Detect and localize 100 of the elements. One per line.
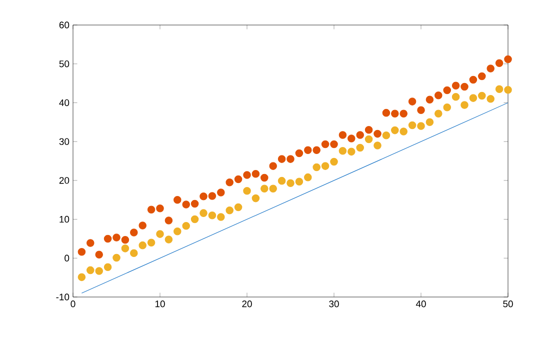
- point: [121, 244, 130, 252]
- point: [278, 176, 286, 185]
- point: [364, 126, 373, 134]
- y-tick-label: 30: [59, 138, 70, 145]
- point: [86, 266, 94, 274]
- point: [330, 158, 338, 166]
- point: [260, 174, 268, 182]
- y-tick-label: 50: [59, 60, 70, 68]
- y-tick-label: 40: [59, 99, 70, 106]
- x-tick-label: 30: [329, 300, 339, 308]
- point: [252, 194, 260, 202]
- point: [452, 82, 460, 90]
- point: [356, 144, 364, 152]
- x-tick-label: 0: [70, 300, 76, 308]
- point: [295, 178, 304, 186]
- point: [338, 131, 347, 139]
- point: [391, 126, 399, 134]
- point: [104, 263, 112, 271]
- point: [95, 250, 103, 259]
- point: [252, 170, 260, 178]
- point: [391, 110, 399, 118]
- point: [269, 162, 277, 170]
- point: [348, 134, 356, 142]
- point: [226, 206, 234, 214]
- point: [330, 140, 338, 148]
- point: [121, 236, 130, 244]
- point: [452, 93, 460, 101]
- point: [112, 254, 120, 262]
- x-tick-label: 20: [242, 300, 252, 308]
- point: [443, 86, 451, 94]
- point: [226, 178, 234, 186]
- point: [469, 76, 478, 84]
- point: [104, 234, 112, 243]
- point: [374, 142, 382, 150]
- point: [304, 173, 312, 182]
- point: [112, 234, 120, 242]
- point: [156, 204, 164, 212]
- point: [164, 236, 173, 244]
- point: [443, 103, 451, 112]
- point: [504, 86, 512, 94]
- point: [200, 192, 208, 200]
- point: [478, 72, 486, 80]
- point: [295, 149, 304, 158]
- point: [417, 122, 425, 130]
- x-tick-label: 10: [155, 300, 165, 308]
- point: [208, 192, 216, 200]
- point: [374, 130, 382, 138]
- point: [234, 175, 242, 184]
- point: [460, 101, 468, 109]
- point: [130, 228, 138, 236]
- point: [434, 110, 442, 118]
- point: [356, 131, 364, 139]
- point: [174, 196, 182, 204]
- point: [78, 248, 86, 256]
- point: [286, 179, 294, 188]
- point: [156, 230, 164, 238]
- point: [364, 135, 373, 144]
- y-tick-label: 60: [59, 22, 70, 28]
- point: [408, 98, 416, 106]
- point: [338, 147, 347, 155]
- point: [312, 163, 320, 172]
- point: [260, 184, 268, 192]
- y-tick-label: 20: [59, 177, 70, 184]
- point: [408, 121, 416, 130]
- point: [460, 82, 468, 91]
- point: [495, 85, 504, 94]
- point: [321, 162, 330, 170]
- point: [434, 91, 442, 100]
- point: [269, 184, 277, 192]
- point: [217, 188, 225, 196]
- point: [147, 238, 156, 246]
- point: [78, 273, 86, 282]
- point: [190, 200, 199, 208]
- point: [382, 131, 390, 140]
- point: [217, 213, 225, 221]
- point: [190, 215, 199, 224]
- point: [86, 239, 94, 247]
- y-tick-label: 10: [60, 216, 70, 223]
- point: [243, 187, 251, 195]
- x-tick-label: 40: [416, 300, 426, 308]
- point: [304, 146, 312, 154]
- point: [400, 128, 408, 136]
- point: [312, 146, 320, 154]
- point: [208, 212, 216, 220]
- point: [138, 241, 146, 250]
- point: [234, 203, 242, 212]
- y-tick-label: 0: [64, 254, 70, 262]
- point: [243, 171, 251, 179]
- point: [286, 155, 294, 163]
- point: [130, 249, 138, 257]
- point: [147, 206, 156, 214]
- point: [426, 118, 434, 126]
- point: [400, 110, 408, 118]
- point: [426, 96, 434, 104]
- point: [504, 55, 512, 64]
- x-tick-label: 50: [503, 300, 513, 308]
- point: [478, 92, 486, 100]
- point: [182, 200, 190, 208]
- point: [469, 94, 478, 102]
- point: [95, 267, 103, 275]
